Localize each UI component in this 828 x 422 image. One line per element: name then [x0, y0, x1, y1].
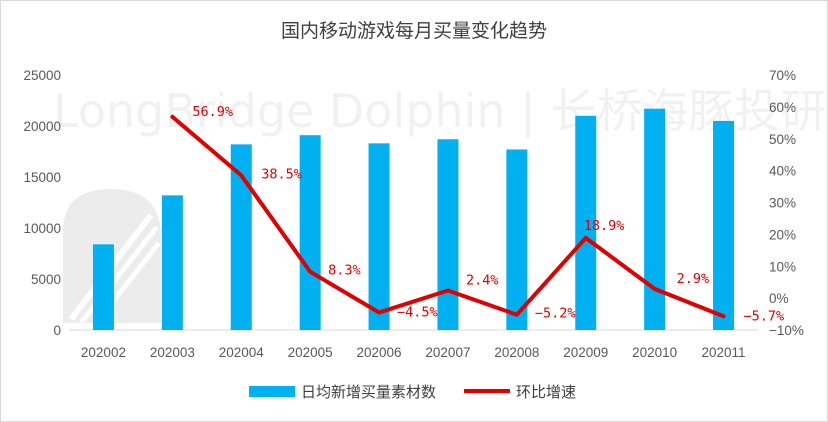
- x-tick-label: 202008: [494, 345, 539, 360]
- legend-swatch-bar: [249, 386, 295, 397]
- bar: [230, 144, 252, 330]
- left-axis: 0 5000 10000 15000 20000 25000: [23, 68, 61, 338]
- left-tick-label: 15000: [23, 170, 61, 185]
- legend-label-line: 环比增速: [516, 383, 576, 401]
- bar: [506, 149, 528, 330]
- bar: [161, 195, 183, 330]
- right-tick-label: 10%: [769, 259, 796, 274]
- chart-title: 国内移动游戏每月买量变化趋势: [281, 20, 547, 42]
- left-tick-label: 5000: [31, 272, 61, 287]
- bar-series: [92, 108, 735, 331]
- right-tick-label: 40%: [769, 164, 796, 179]
- data-label: 38.5%: [261, 166, 302, 182]
- data-label: −5.7%: [744, 308, 785, 324]
- x-tick-label: 202002: [81, 345, 126, 360]
- data-label: −5.2%: [535, 306, 576, 322]
- data-label: 18.9%: [584, 218, 625, 234]
- right-tick-label: 50%: [769, 132, 796, 147]
- x-tick-label: 202004: [219, 345, 265, 360]
- x-tick-label: 202006: [357, 345, 402, 360]
- bar: [575, 115, 597, 330]
- legend-label-bar: 日均新增买量素材数: [301, 383, 436, 401]
- x-tick-label: 202010: [632, 345, 677, 360]
- legend: 日均新增买量素材数 环比增速: [249, 383, 576, 401]
- bar: [644, 108, 666, 330]
- right-tick-label: 60%: [769, 100, 796, 115]
- right-axis: −10% 0% 10% 20% 30% 40% 50% 60% 70%: [769, 68, 804, 338]
- x-tick-label: 202003: [150, 345, 195, 360]
- x-axis: 202002 202003 202004 202005 202006 202007 2020…: [81, 345, 746, 360]
- bar: [368, 143, 390, 330]
- data-label: −4.5%: [397, 304, 438, 320]
- right-tick-label: 0%: [769, 291, 789, 306]
- data-label: 2.9%: [677, 271, 710, 287]
- x-tick-label: 202005: [288, 345, 333, 360]
- right-tick-label: 20%: [769, 227, 796, 242]
- data-label: 2.4%: [466, 272, 499, 288]
- left-tick-label: 20000: [23, 119, 61, 134]
- growth-line: [170, 114, 726, 319]
- data-label: 56.9%: [192, 104, 233, 120]
- right-tick-label: 70%: [769, 68, 796, 83]
- left-tick-label: 10000: [23, 221, 61, 236]
- bar: [713, 120, 735, 331]
- bar: [437, 139, 459, 330]
- right-tick-label: −10%: [769, 323, 804, 338]
- data-label: 8.3%: [328, 263, 361, 279]
- right-tick-label: 30%: [769, 196, 796, 211]
- x-tick-label: 202007: [425, 345, 470, 360]
- data-labels: 56.9% 38.5% 8.3% −4.5% 2.4% −5.2% 18.9% 2.9% −5.…: [192, 104, 784, 325]
- bar: [299, 135, 321, 330]
- watermark: LongBridge Dolphin | 长桥海豚投研: [53, 84, 826, 325]
- bar: [92, 244, 114, 330]
- left-tick-label: 0: [53, 323, 61, 338]
- x-tick-label: 202011: [702, 345, 746, 360]
- watermark-text: LongBridge Dolphin | 长桥海豚投研: [53, 84, 826, 139]
- left-tick-label: 25000: [23, 68, 61, 83]
- x-tick-label: 202009: [563, 345, 608, 360]
